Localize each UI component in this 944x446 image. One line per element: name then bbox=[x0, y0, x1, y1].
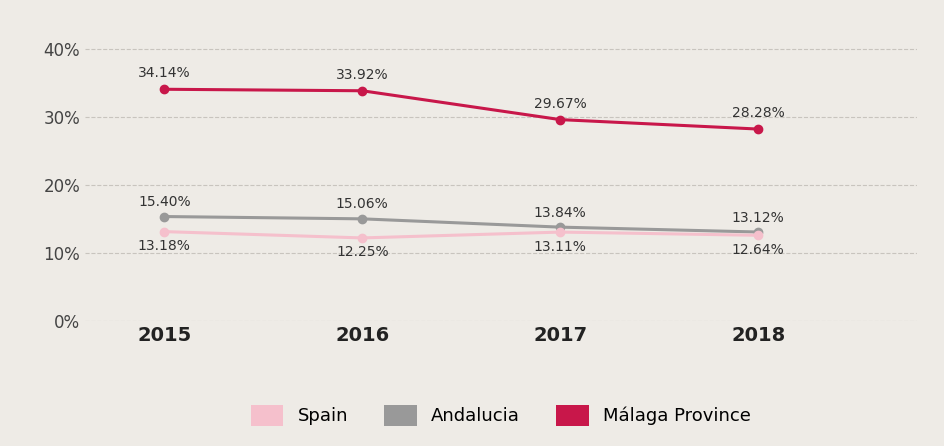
Text: 28.28%: 28.28% bbox=[731, 106, 784, 120]
Text: 13.12%: 13.12% bbox=[731, 211, 784, 224]
Text: 34.14%: 34.14% bbox=[138, 66, 191, 80]
Text: 13.84%: 13.84% bbox=[533, 206, 586, 220]
Text: 33.92%: 33.92% bbox=[335, 68, 388, 82]
Text: 15.06%: 15.06% bbox=[335, 198, 388, 211]
Text: 12.64%: 12.64% bbox=[731, 243, 784, 257]
Text: 29.67%: 29.67% bbox=[533, 97, 586, 111]
Text: 12.25%: 12.25% bbox=[335, 245, 388, 260]
Text: 13.18%: 13.18% bbox=[138, 239, 191, 253]
Legend: Spain, Andalucia, Málaga Province: Spain, Andalucia, Málaga Province bbox=[242, 396, 759, 435]
Text: 15.40%: 15.40% bbox=[138, 195, 191, 209]
Text: 13.11%: 13.11% bbox=[533, 240, 586, 254]
